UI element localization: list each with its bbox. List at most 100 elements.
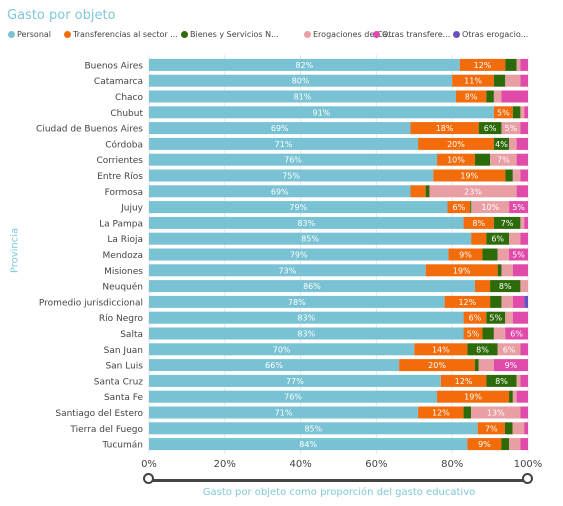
bar-segment (437, 390, 510, 403)
data-label: 13% (487, 409, 505, 418)
y-tick-label: La Rioja (107, 235, 143, 245)
x-tick-label: 80% (441, 459, 463, 470)
bar-segment (149, 343, 415, 356)
legend-label: Otras transfere... (382, 30, 451, 39)
bar-segment (516, 185, 528, 198)
bar-segment (418, 406, 464, 419)
data-label: 7% (501, 219, 514, 228)
x-tick-label: 40% (289, 459, 311, 470)
data-label: 77% (286, 377, 304, 386)
data-label: 79% (289, 203, 307, 212)
data-label: 85% (301, 235, 319, 244)
data-label: 10% (447, 156, 465, 165)
legend-item[interactable]: Erogaciones de Ca... (304, 30, 395, 39)
data-label: 9% (505, 361, 518, 370)
data-label: 5% (512, 203, 525, 212)
bar-segment (493, 90, 502, 103)
data-label: 9% (478, 440, 491, 449)
data-label: 12% (458, 298, 476, 307)
bar-segment (520, 106, 525, 119)
data-label: 8% (465, 93, 478, 102)
legend-item[interactable]: Transferencias al sector ... (64, 30, 178, 39)
range-slider-right-handle[interactable] (522, 473, 533, 484)
data-label: 69% (271, 124, 289, 133)
bar-segment (524, 422, 528, 435)
bar-segment (501, 122, 521, 135)
bar-segment (149, 390, 438, 403)
bar-segment (516, 374, 521, 387)
x-tick-label: 0% (141, 459, 157, 470)
bar-segment (505, 169, 513, 182)
data-label: 7% (497, 156, 510, 165)
bar-segment (149, 74, 453, 87)
bar-segment (512, 295, 525, 308)
range-slider[interactable] (143, 472, 535, 490)
bar-segment (493, 216, 521, 229)
y-tick-label: Salta (120, 330, 143, 340)
bar-segment (149, 406, 419, 419)
data-label: 12% (455, 377, 473, 386)
y-tick-label: Buenos Aires (84, 61, 143, 71)
y-tick-label: Ciudad de Buenos Aires (36, 125, 143, 135)
bar-segment (477, 422, 505, 435)
bar-segment (512, 422, 525, 435)
x-tick-label: 100% (514, 459, 543, 470)
bar-segment (459, 58, 506, 71)
range-slider-left-handle[interactable] (143, 473, 154, 484)
x-tick-label: 60% (365, 459, 387, 470)
bar-segment (509, 137, 517, 150)
bar-segment (512, 169, 521, 182)
bar-segment (505, 311, 513, 324)
data-label: 11% (464, 77, 482, 86)
bar-segment (149, 201, 448, 214)
bar-segment (149, 232, 472, 245)
chart-title: Gasto por objeto (7, 8, 116, 23)
bar-segment (512, 106, 521, 119)
y-tick-label: Mendoza (103, 251, 143, 261)
bar-segment (399, 359, 475, 372)
bar-segment (486, 90, 494, 103)
bar-segment (505, 327, 528, 340)
bar-segment (149, 327, 464, 340)
bar-segment (520, 58, 528, 71)
y-tick-label: Neuquén (102, 282, 143, 293)
bar-segment (425, 264, 498, 277)
legend-item[interactable]: Personal (8, 30, 51, 39)
data-label: 8% (476, 345, 489, 354)
bar-segment (478, 122, 502, 135)
bar-segment (410, 122, 479, 135)
data-label: 69% (271, 187, 289, 196)
bar-segment (149, 90, 456, 103)
range-slider-track[interactable] (149, 479, 527, 482)
bar-segment (452, 74, 494, 87)
y-tick-label: La Pampa (99, 219, 143, 229)
legend-item[interactable]: Otras erogacio... (453, 30, 528, 39)
bar-segment (516, 58, 521, 71)
legend-item[interactable]: Otras transfere... (373, 30, 450, 39)
bar-segment (149, 153, 438, 166)
x-axis-label: Gasto por objeto como proporción del gas… (202, 487, 476, 498)
bar-segment (447, 201, 471, 214)
data-label: 6% (491, 235, 504, 244)
data-label: 10% (481, 203, 499, 212)
y-tick-label: San Juan (104, 346, 143, 356)
bar-segment (455, 90, 487, 103)
bar-segment (149, 359, 400, 372)
data-label: 80% (292, 77, 310, 86)
y-tick-label: Chubut (110, 109, 143, 119)
data-label: 85% (304, 424, 322, 433)
bar-segment (149, 248, 449, 261)
bar-segment (474, 153, 491, 166)
bar-segment (463, 216, 494, 229)
bar-segment (501, 438, 510, 451)
bar-segment (516, 153, 528, 166)
bar-segment (520, 406, 528, 419)
data-label: 6% (510, 330, 523, 339)
bar-segment (520, 232, 528, 245)
bar-segment (497, 248, 510, 261)
legend-item[interactable]: Bienes y Servicios N... (181, 30, 279, 39)
bar-segment (520, 169, 528, 182)
y-tick-label: Formosa (105, 188, 143, 198)
data-label: 73% (278, 266, 296, 275)
data-label: 5% (497, 108, 510, 117)
